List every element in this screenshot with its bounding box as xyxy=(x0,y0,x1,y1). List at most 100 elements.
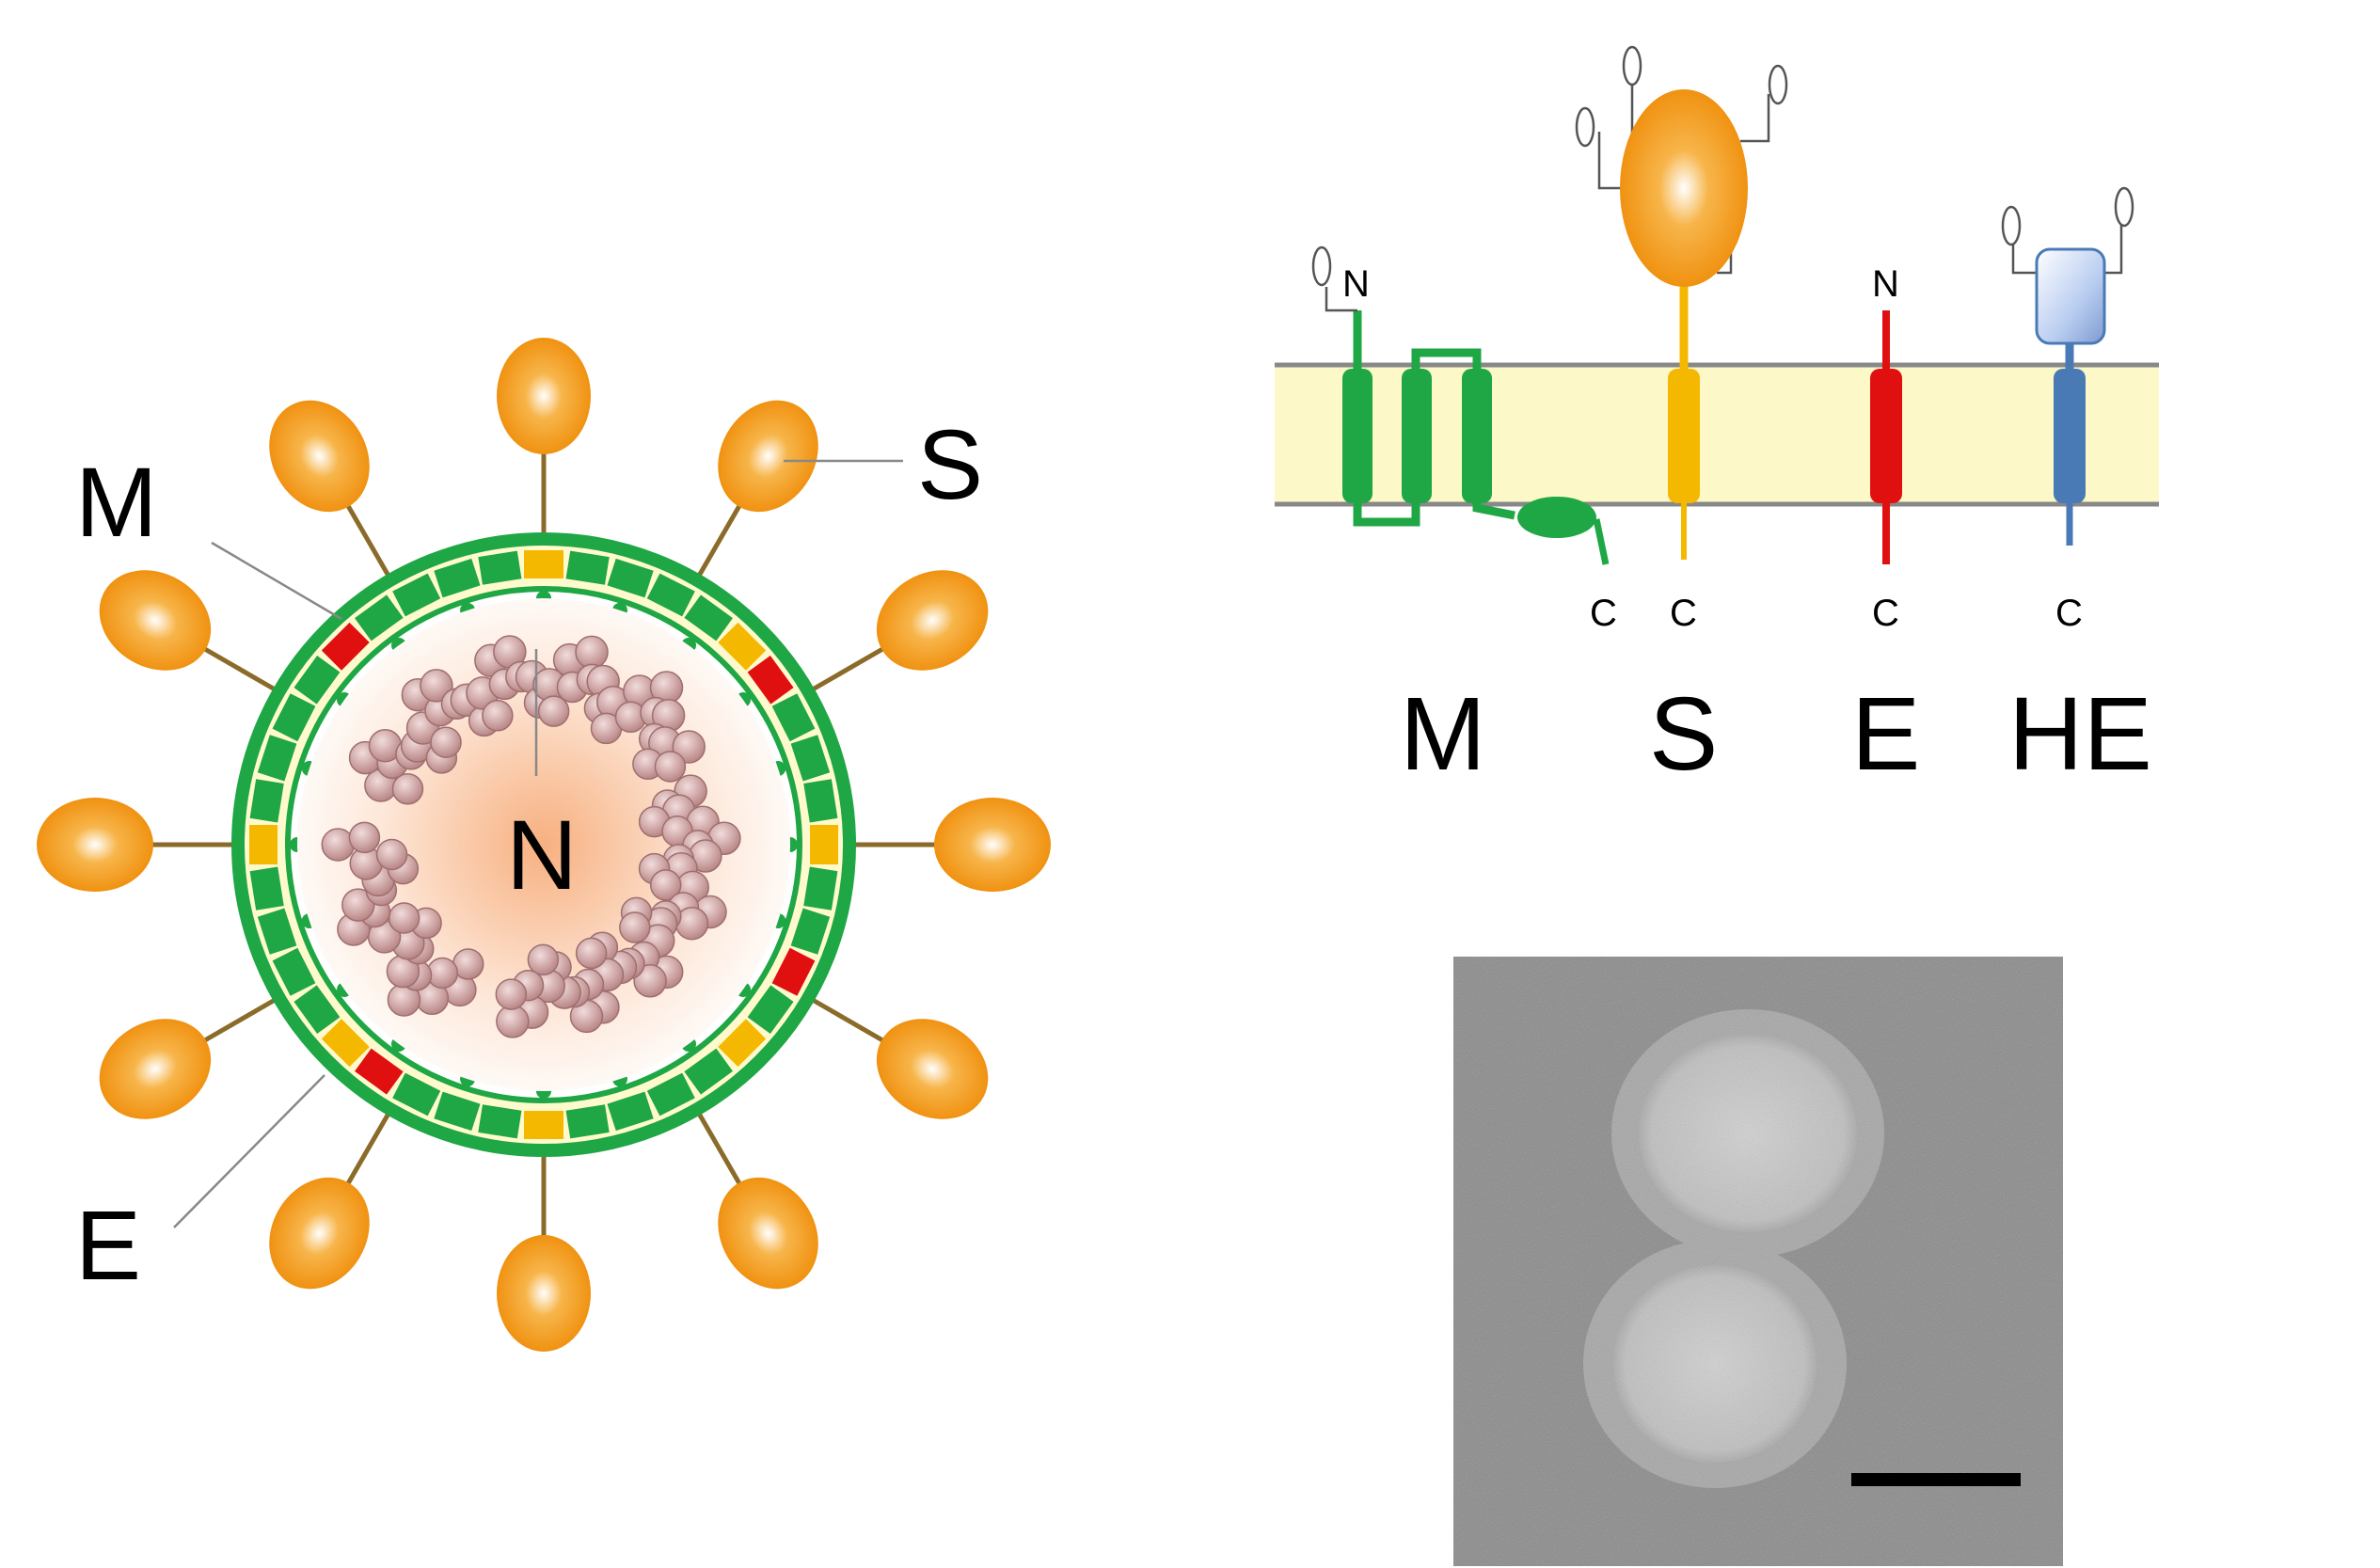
e-c-terminus: C xyxy=(1872,593,1899,634)
nucleocapsid-bead xyxy=(672,730,706,764)
spike-head xyxy=(99,570,212,671)
e-protein-name: E xyxy=(1851,676,1920,792)
m-protein-block xyxy=(476,548,524,588)
e-helix xyxy=(1870,369,1902,503)
s-anchor-block xyxy=(522,548,565,580)
m-ctail-line xyxy=(1593,518,1610,565)
spike-head xyxy=(269,1177,370,1290)
spike-proteins xyxy=(37,338,1051,1352)
spike-stalk xyxy=(694,1108,746,1193)
s-anchor-block xyxy=(715,619,770,673)
s-anchor-block xyxy=(808,823,840,866)
spike-head xyxy=(876,1019,989,1119)
virion-label-e: E xyxy=(75,1191,141,1301)
virion-label-s: S xyxy=(917,410,983,520)
nucleocapsid-bead xyxy=(375,838,408,871)
m-protein-block xyxy=(247,864,287,912)
nucleocapsid-bead xyxy=(391,772,424,805)
topology-diagram: N C M C S xyxy=(1275,45,2159,792)
s-protein-name: S xyxy=(1649,676,1718,792)
nucleocapsid-bead xyxy=(633,964,667,998)
spike-head xyxy=(269,400,370,513)
m-protein-block xyxy=(788,732,833,784)
nucleocapsid-bead xyxy=(321,828,356,862)
m-protein-block xyxy=(644,1069,698,1119)
nucleocapsid-chain xyxy=(321,635,741,1038)
m-protein-block xyxy=(255,905,299,958)
nucleocapsid-bead xyxy=(388,902,420,934)
m-protein: N C M xyxy=(1311,245,1617,792)
m-protein-block xyxy=(681,592,736,644)
spike-head xyxy=(497,338,591,454)
nucleocapsid-bead xyxy=(348,821,381,854)
e-protein-block xyxy=(769,945,818,999)
spike-head xyxy=(934,798,1051,892)
spike-stalk xyxy=(807,995,892,1047)
s-anchor-block xyxy=(715,1016,770,1070)
m-protein-block xyxy=(269,945,319,999)
m-glycan xyxy=(1325,287,1357,312)
he-protein-name: HE xyxy=(2008,676,2152,792)
nucleocapsid-bead xyxy=(430,726,462,758)
spike-head xyxy=(718,1177,818,1290)
s-helix xyxy=(1668,369,1700,503)
nucleocapsid-bead xyxy=(420,669,453,703)
m-c-terminus: C xyxy=(1590,593,1617,634)
nucleocapsid-bead xyxy=(654,751,687,783)
nucleocapsid-bead xyxy=(482,700,514,732)
he-protein: C HE xyxy=(2001,186,2152,792)
m-protein-block xyxy=(604,556,657,600)
nucleocapsid-bead xyxy=(341,888,375,922)
m-protein-name: M xyxy=(1400,676,1486,792)
m-protein-block xyxy=(431,1089,484,1133)
m-protein-block xyxy=(389,570,443,620)
m-protein-block xyxy=(352,592,406,644)
m-protein-block xyxy=(744,982,797,1037)
he-glycan-sugars xyxy=(2001,186,2134,246)
m-protein-block xyxy=(255,732,299,784)
m-protein-block xyxy=(788,905,833,958)
s-anchor-block xyxy=(247,823,279,866)
m-ctail-domain xyxy=(1517,497,1596,538)
micrograph-grain xyxy=(1453,957,2063,1566)
nucleocapsid-bead xyxy=(496,1005,530,1038)
m-protein-block xyxy=(476,1101,524,1141)
s-anchor-block xyxy=(318,1016,373,1070)
virion-label-n: N xyxy=(506,800,578,911)
m-protein-block xyxy=(389,1069,443,1119)
m-protein-block xyxy=(291,653,343,707)
nucleocapsid-bead xyxy=(619,911,651,943)
m-protein-block xyxy=(431,556,484,600)
virion-label-m: M xyxy=(75,448,157,558)
nucleocapsid-bead xyxy=(537,695,570,727)
spike-head xyxy=(497,1235,591,1352)
spike-stalk xyxy=(807,642,892,694)
m-leader-line xyxy=(211,541,342,621)
he-ectodomain xyxy=(2035,247,2106,345)
m-protein-block xyxy=(801,777,840,825)
s-ectodomain xyxy=(1620,89,1748,287)
s-protein: C S xyxy=(1575,45,1788,792)
spike-stalk xyxy=(341,497,393,581)
m-protein-block xyxy=(769,690,818,744)
virion-diagram: M S N E xyxy=(37,338,1051,1352)
m-helix-2 xyxy=(1402,369,1432,503)
spike-stalk xyxy=(196,642,280,694)
m-protein-block xyxy=(291,982,343,1037)
spike-stalk xyxy=(694,497,746,581)
spike-head xyxy=(876,570,989,671)
electron-micrograph xyxy=(1453,957,2063,1566)
s-anchor-block xyxy=(522,1109,565,1141)
he-c-terminus: C xyxy=(2055,593,2083,634)
e-protein-block xyxy=(318,619,373,673)
nucleocapsid-bead xyxy=(527,943,560,976)
e-protein-block xyxy=(352,1045,406,1098)
m-helix-1 xyxy=(1342,369,1372,503)
nucleocapsid-bead xyxy=(575,635,609,670)
nucleocapsid-bead xyxy=(495,978,528,1010)
spike-head xyxy=(37,798,153,892)
spike-stalk xyxy=(341,1108,393,1193)
m-helix-3 xyxy=(1462,369,1492,503)
spike-head xyxy=(718,400,818,513)
s-c-terminus: C xyxy=(1670,593,1697,634)
